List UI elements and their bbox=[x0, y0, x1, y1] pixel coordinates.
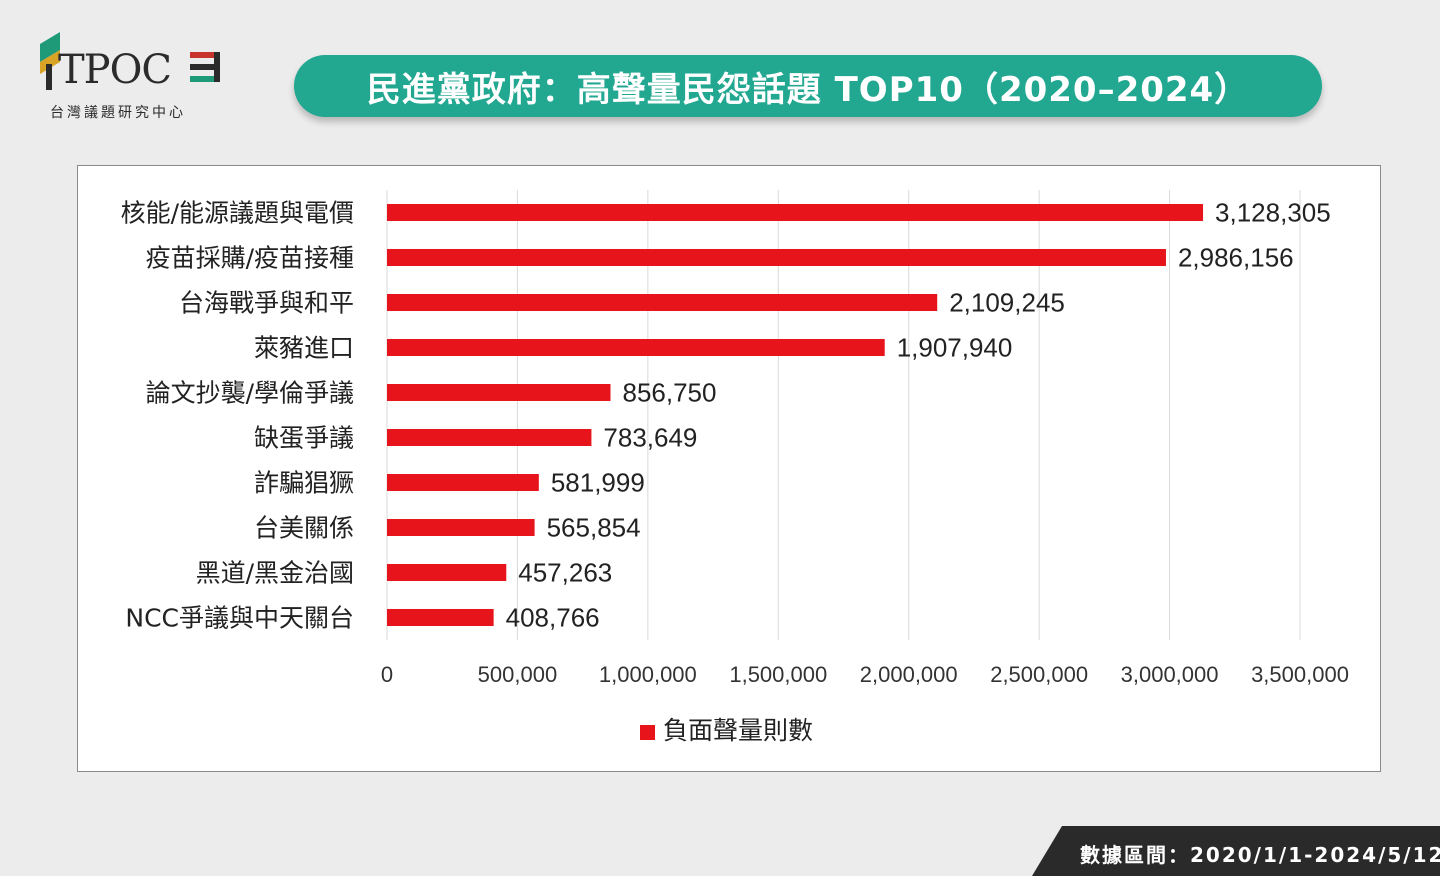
x-tick-label: 500,000 bbox=[478, 662, 558, 687]
data-range-tag: 數據區間：2020/1/1-2024/5/12 bbox=[1032, 826, 1440, 876]
tpoc-logo: TPOC 台灣議題研究中心 bbox=[36, 32, 236, 128]
data-label: 565,854 bbox=[547, 513, 641, 543]
category-label: 詐騙猖獗 bbox=[254, 469, 354, 498]
bar bbox=[387, 204, 1204, 221]
bar bbox=[387, 609, 494, 626]
logo-mark-icon bbox=[40, 32, 60, 90]
x-tick-label: 1,500,000 bbox=[729, 662, 827, 687]
legend-label: 負面聲量則數 bbox=[663, 716, 813, 745]
data-label: 2,986,156 bbox=[1178, 243, 1294, 273]
x-tick-label: 2,000,000 bbox=[860, 662, 958, 687]
bar bbox=[387, 249, 1166, 266]
data-label: 3,128,305 bbox=[1215, 198, 1331, 228]
bar bbox=[387, 384, 611, 401]
data-label: 783,649 bbox=[603, 423, 697, 453]
chart-frame: 0 500,000 1,000,000 1,500,000 2,000,000 2,500… bbox=[77, 165, 1381, 772]
page-title: 民進黨政府：高聲量民怨話題 TOP10（2020–2024） bbox=[366, 69, 1250, 110]
bar bbox=[387, 339, 885, 356]
data-label: 856,750 bbox=[622, 378, 716, 408]
title-banner: 民進黨政府：高聲量民怨話題 TOP10（2020–2024） bbox=[294, 55, 1322, 117]
bar-chart: 0 500,000 1,000,000 1,500,000 2,000,000 2,500… bbox=[121, 190, 1349, 745]
category-label: 論文抄襲/學倫爭議 bbox=[146, 379, 354, 408]
x-tick-label: 2,500,000 bbox=[990, 662, 1088, 687]
bar bbox=[387, 429, 592, 446]
legend-swatch bbox=[640, 725, 655, 740]
data-range-text: 數據區間：2020/1/1-2024/5/12 bbox=[1080, 843, 1440, 867]
category-label: NCC爭議與中天關台 bbox=[125, 604, 354, 633]
category-label: 台海戰爭與和平 bbox=[179, 289, 354, 318]
x-tick-label: 3,500,000 bbox=[1251, 662, 1349, 687]
data-label: 581,999 bbox=[551, 468, 645, 498]
data-label: 2,109,245 bbox=[949, 288, 1065, 318]
x-tick-label: 3,000,000 bbox=[1121, 662, 1219, 687]
x-tick-label: 0 bbox=[381, 662, 393, 687]
data-label: 408,766 bbox=[506, 603, 600, 633]
bar bbox=[387, 564, 507, 581]
category-label: 缺蛋爭議 bbox=[254, 424, 354, 453]
category-label: 萊豬進口 bbox=[254, 334, 354, 363]
logo-text: TPOC bbox=[58, 47, 172, 93]
bar bbox=[387, 519, 535, 536]
data-label: 457,263 bbox=[518, 558, 612, 588]
logo-subtitle: 台灣議題研究中心 bbox=[50, 105, 186, 121]
category-label: 台美關係 bbox=[254, 514, 354, 543]
x-tick-label: 1,000,000 bbox=[599, 662, 697, 687]
category-label: 黑道/黑金治國 bbox=[196, 559, 354, 588]
bar bbox=[387, 474, 539, 491]
data-label: 1,907,940 bbox=[897, 333, 1013, 363]
category-label: 核能/能源議題與電價 bbox=[121, 199, 354, 228]
logo-emblem-icon bbox=[190, 52, 220, 82]
bar bbox=[387, 294, 938, 311]
category-label: 疫苗採購/疫苗接種 bbox=[146, 244, 354, 273]
